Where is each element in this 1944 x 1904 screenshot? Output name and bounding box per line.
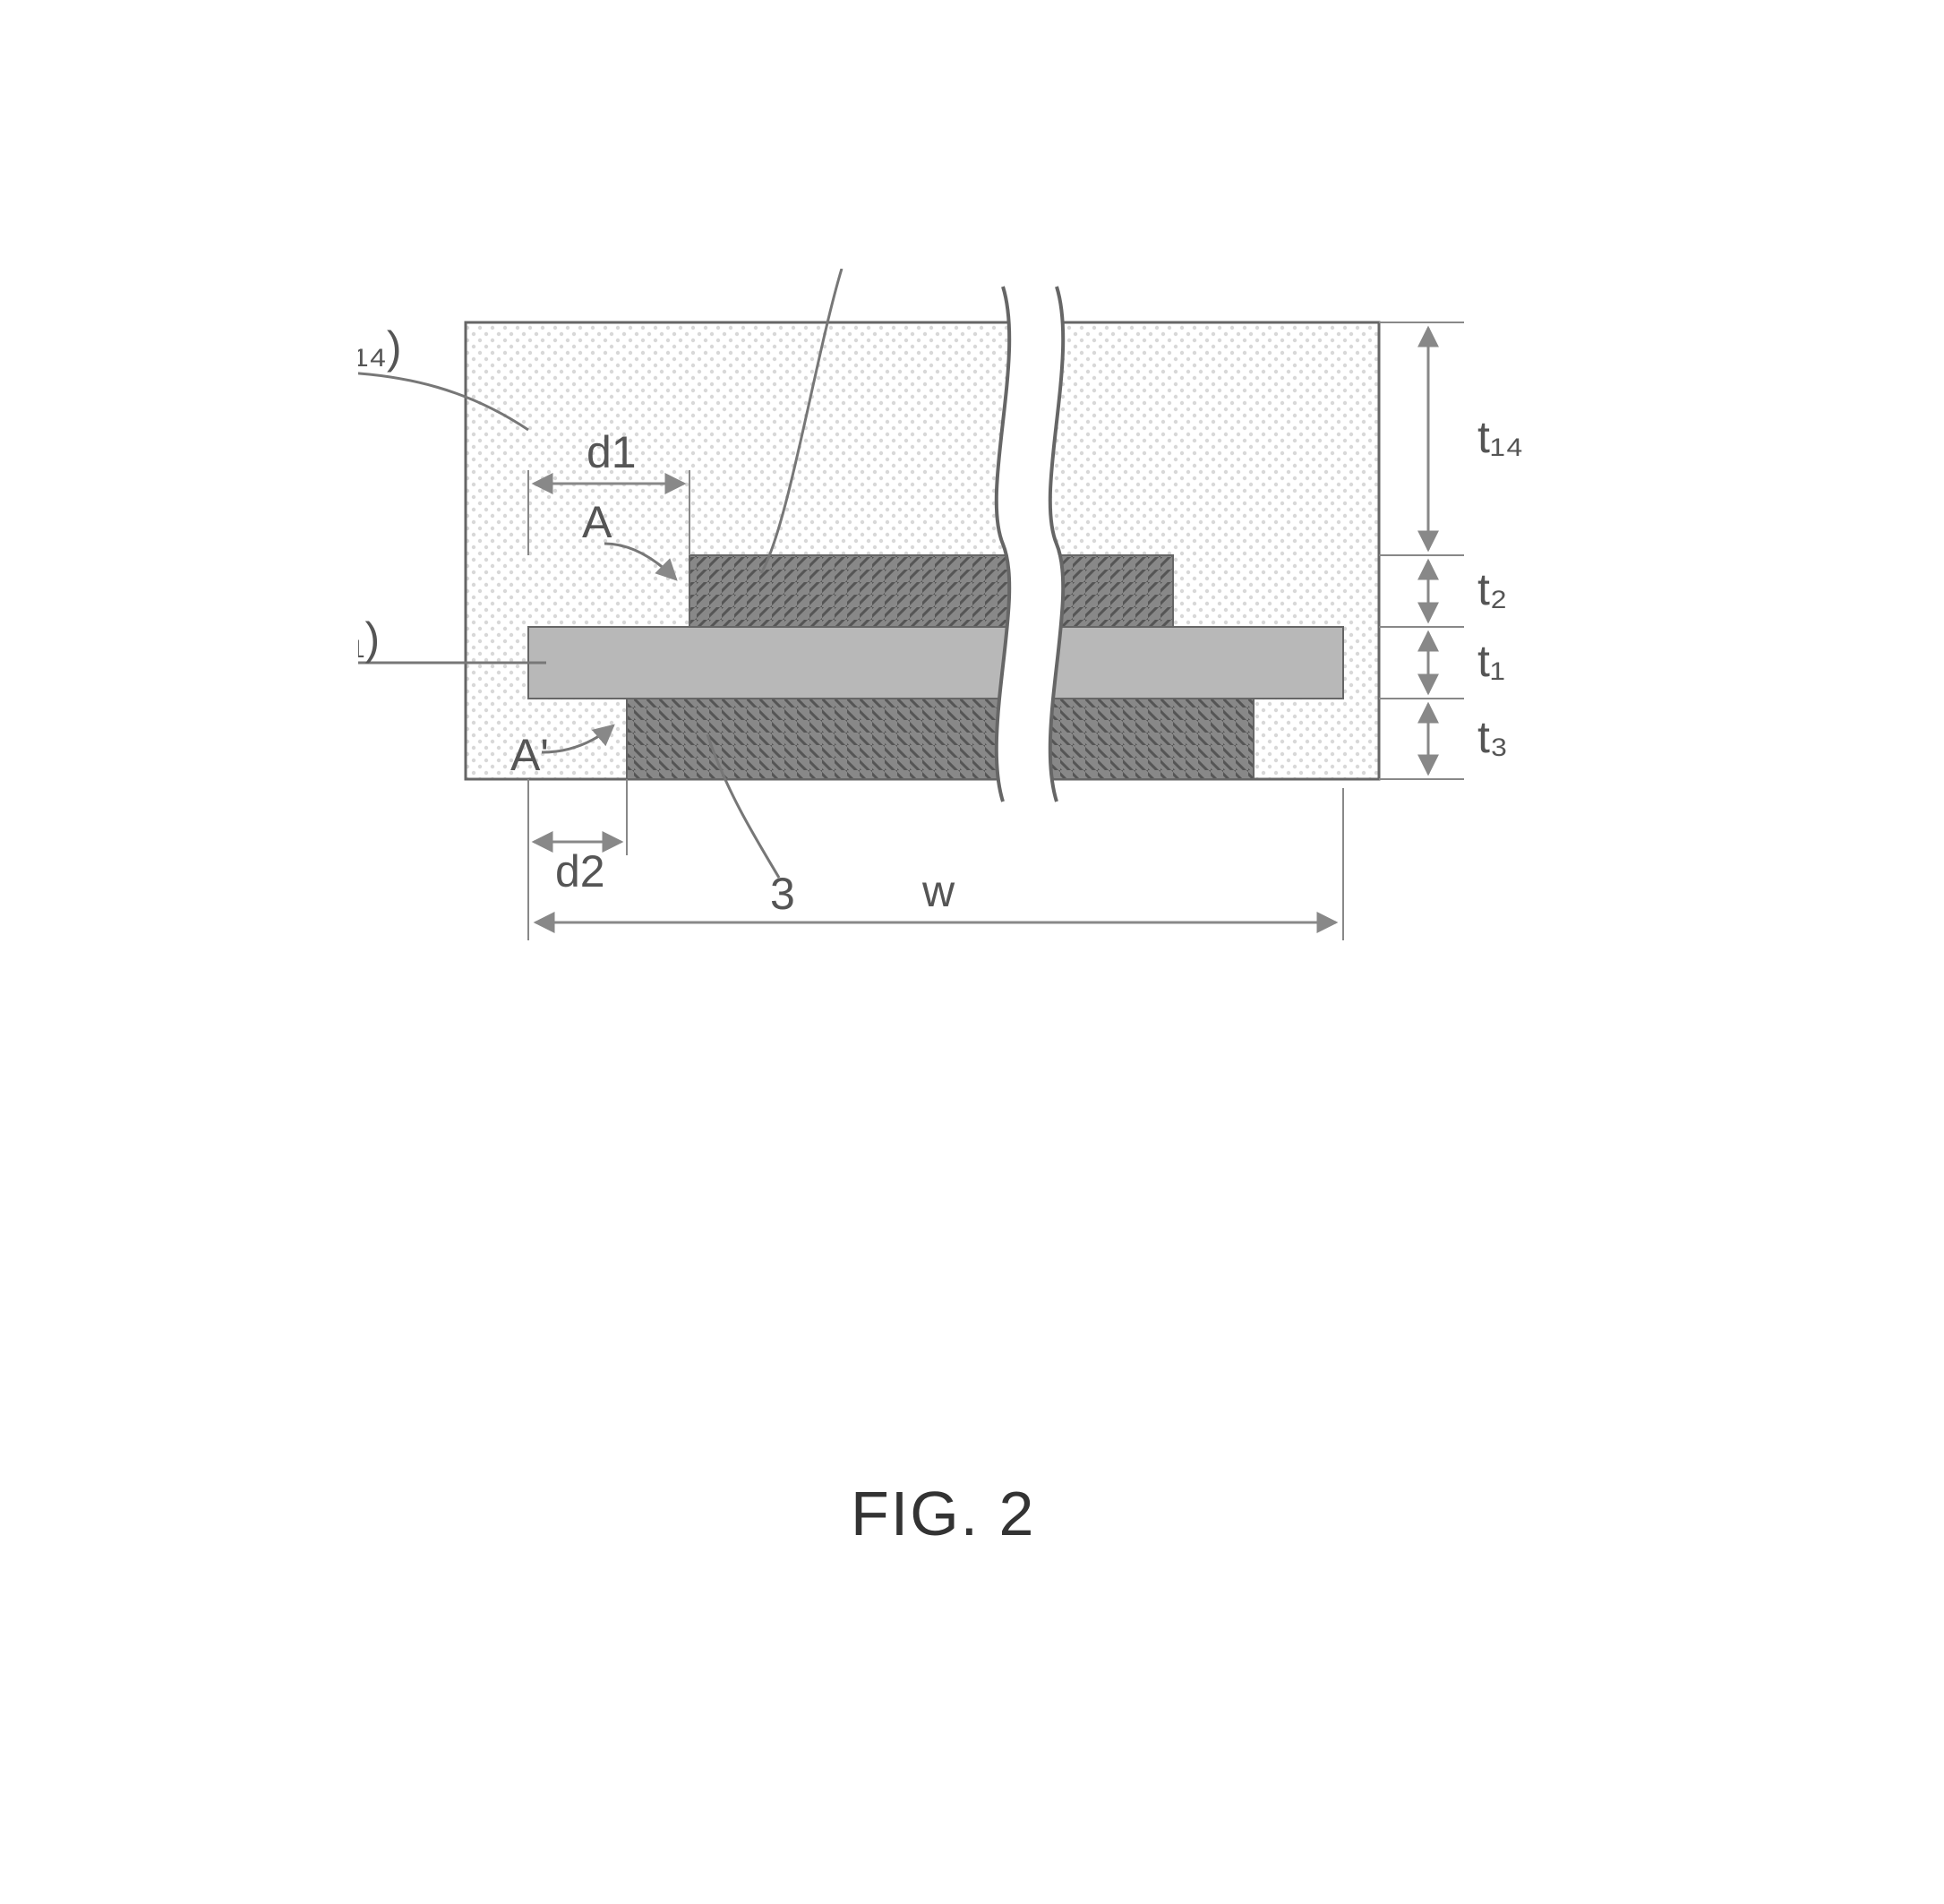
dim-d2: d2: [555, 846, 605, 896]
dim-t2: t₂: [1477, 564, 1507, 614]
label-layer14: 14(ε₁₄): [358, 322, 402, 373]
dim-w: w: [921, 866, 955, 916]
dim-t1: t₁: [1477, 636, 1505, 686]
label-Aprime: A': [510, 730, 549, 780]
callout-2: 2: [828, 269, 853, 270]
dim-t14: t₁₄: [1477, 412, 1523, 462]
label-A: A: [582, 497, 612, 547]
callout-3: 3: [770, 869, 795, 919]
label-layer1: 1 (ε₁): [358, 613, 380, 664]
dim-d1: d1: [587, 427, 637, 477]
dim-t3: t₃: [1477, 712, 1508, 762]
layer-1: [528, 627, 1343, 699]
electrode-2: [689, 555, 1173, 627]
diagram-svg: t₁₄ t₂ t₁ t₃ w d1 d2 14(ε₁₄) 1 (ε₁) 2 3 A A': [358, 269, 1612, 1343]
figure-caption: FIG. 2: [851, 1478, 1035, 1549]
figure-container: t₁₄ t₂ t₁ t₃ w d1 d2 14(ε₁₄) 1 (ε₁) 2 3 A A': [358, 269, 1612, 1343]
